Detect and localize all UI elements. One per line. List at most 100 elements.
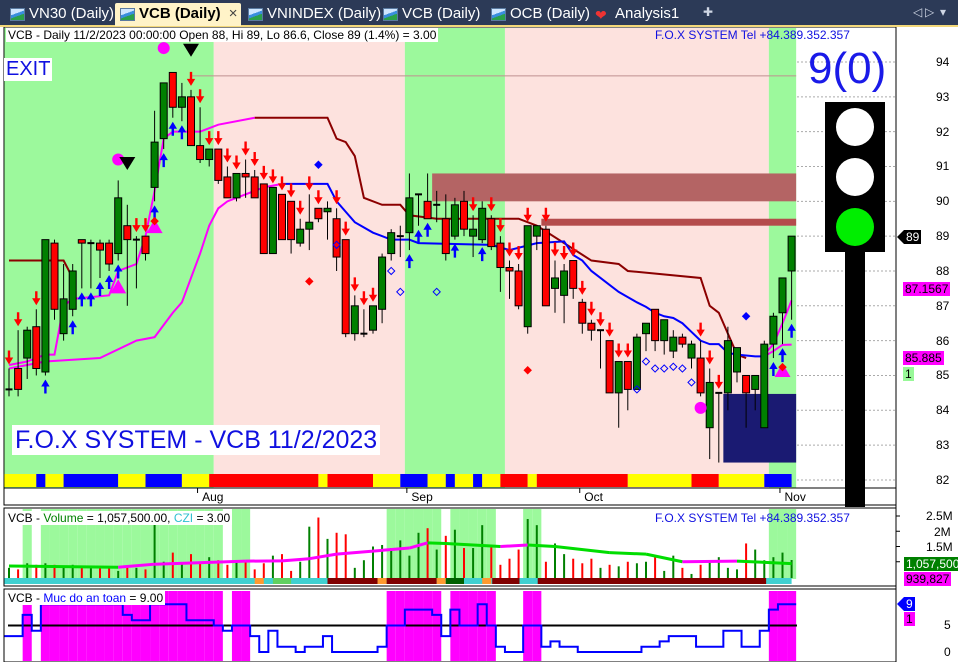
tab-label: Analysis1 [615,5,680,22]
tab-label: OCB (Daily) [510,5,591,22]
candle [332,208,341,271]
buy-arrow-icon [68,320,77,335]
candle [196,107,205,164]
candle [168,71,177,118]
candle [660,319,669,355]
sell-arrow-icon [514,246,523,261]
candle [614,361,623,428]
buy-arrow-icon [423,222,432,237]
zone-box [723,393,797,463]
candle-body [742,374,751,394]
scroll-right-icon[interactable]: ▷ [925,5,935,19]
dot-marker [314,160,323,169]
trend-strip-segment [118,474,146,487]
trend-strip-segment [63,474,119,487]
candle [296,218,305,247]
new-tab-icon[interactable]: ✚ [703,5,714,19]
candle [632,333,641,390]
candle-body [523,225,532,328]
candle-body [305,221,314,230]
price-tick: 93 [936,89,950,104]
candle [214,148,223,184]
volume-value: = 1,057,500.00, [83,511,174,525]
candle-body [678,336,687,345]
price-tick: 87 [936,298,950,313]
candle-body [114,197,123,255]
last-price-tag: 89 [904,230,922,244]
candle [669,330,678,359]
candle [642,322,650,352]
volume-zone [68,509,78,579]
candle [514,264,523,310]
sell-arrow-icon [496,218,505,233]
volume-header: VCB - Volume = 1,057,500.00, CZI = 3.00 [6,511,233,525]
candle-body [578,301,587,324]
candle-body [787,235,796,272]
volume-zone [59,509,69,579]
candle [742,374,751,428]
tab-ocb-daily[interactable]: OCB (Daily) [486,3,591,26]
czi-value: = 3.00 [193,511,231,525]
tab-analysis1[interactable]: ❤ Analysis1 [591,3,687,26]
tab-vnindex-daily[interactable]: VNINDEX (Daily) [243,3,381,26]
dot-marker [305,277,314,286]
candle-body [96,242,104,251]
candle-body [259,183,268,255]
dot-marker [741,312,751,321]
candle [469,215,478,258]
candle [187,89,195,147]
trend-strip-segment [473,474,483,487]
sell-arrow-icon [614,343,623,358]
volume-zone [131,509,141,579]
chart-icon [10,8,25,21]
candle [487,215,496,251]
volume-zone [86,509,96,579]
candle-body [205,148,214,161]
lower-line-tag: 85.885 [903,351,944,365]
trend-strip-segment [445,474,455,487]
volume-ma-segment [408,541,429,550]
trend-strip-segment [181,474,210,487]
tab-vn30-daily[interactable]: VN30 (Daily) [5,3,115,26]
volume-zone [159,509,169,579]
volume-tick: 2M [934,525,951,539]
candle-body [551,277,559,289]
candle-body [469,228,478,237]
dot-marker [523,366,532,375]
candle-body [387,232,396,255]
tab-vcb-daily[interactable]: VCB (Daily) × [115,3,241,26]
candle [123,204,132,306]
candle-body [232,172,241,199]
diamond-marker [687,378,696,387]
candle [405,173,414,251]
diamond-marker [678,364,687,373]
sell-arrow-icon [13,312,23,327]
safety-symbol: VCB [8,591,33,605]
indicator-line [254,116,747,359]
candle-body [723,340,732,394]
diamond-marker [632,385,642,394]
volume-zone [186,509,196,579]
dot-marker [778,362,787,372]
scroll-left-icon[interactable]: ◁ [913,5,923,19]
diamond-marker [641,357,651,366]
buy-arrow-icon [450,243,460,258]
volume-zone [140,509,151,579]
tab-menu-icon[interactable]: ▾ [940,5,947,19]
candle-body [569,260,578,289]
volume-zone [213,509,223,579]
buy-arrow-icon [414,229,423,244]
sell-arrow-icon [523,207,532,222]
candle [541,225,550,307]
trend-strip-segment [527,474,537,487]
chart-area[interactable] [0,27,958,662]
chart-icon [491,8,506,21]
volume-ma-segment [372,546,410,553]
candle-body [541,228,550,307]
zone-box [432,173,797,202]
trend-strip-segment [400,474,428,487]
tab-vcb-daily[interactable]: VCB (Daily) [378,3,484,26]
close-tab-icon[interactable]: × [228,5,238,22]
trend-strip-segment [764,474,792,487]
candle [651,308,660,352]
